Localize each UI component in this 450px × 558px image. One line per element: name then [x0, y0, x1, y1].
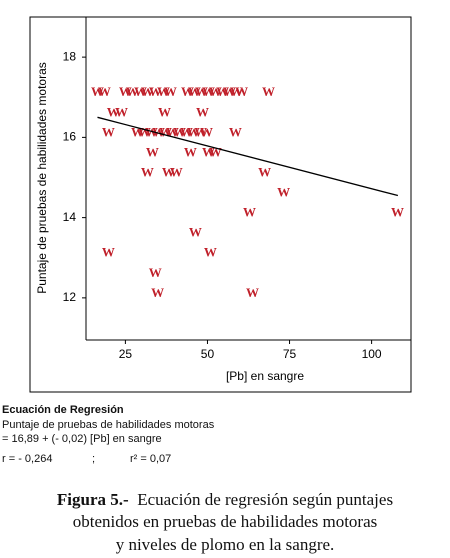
point: W — [258, 164, 271, 179]
point: W — [202, 144, 215, 159]
y-tick-label: 12 — [63, 290, 77, 304]
point: W — [162, 164, 175, 179]
point: W — [181, 84, 194, 99]
frame — [29, 16, 412, 393]
r-value: r = - 0,264 — [2, 453, 53, 465]
point: W — [204, 245, 217, 260]
point: W — [202, 84, 215, 99]
point: W — [134, 84, 147, 99]
point: W — [188, 84, 201, 99]
point: W — [158, 104, 171, 119]
y-tick-label: 16 — [63, 130, 77, 144]
x-tick-label: 50 — [201, 347, 215, 361]
point: W — [141, 164, 154, 179]
point: W — [107, 104, 120, 119]
point: W — [246, 285, 259, 300]
caption-label: Figura 5.- — [56, 490, 129, 509]
point: W — [189, 225, 202, 240]
point: W — [194, 124, 207, 139]
point: W — [195, 84, 208, 99]
point: W — [98, 84, 111, 99]
point: W — [209, 84, 222, 99]
point: W — [391, 205, 404, 220]
x-tick-label: 100 — [362, 347, 382, 361]
point: W — [229, 124, 242, 139]
point: W — [196, 104, 209, 119]
point: W — [126, 84, 139, 99]
point: W — [149, 265, 162, 280]
point: W — [216, 84, 229, 99]
regression-line — [97, 116, 399, 197]
r2-value: r² = 0,07 — [130, 453, 172, 465]
x-tick-label: 25 — [119, 347, 133, 361]
point: W — [262, 84, 275, 99]
point: W — [209, 144, 222, 159]
equation-line: = 16,89 + (- 0,02) [Pb] en sangre — [2, 433, 162, 445]
x-tick-label: 75 — [283, 347, 297, 361]
point: W — [102, 245, 115, 260]
point: W — [173, 124, 186, 139]
y-tick-label: 14 — [63, 210, 77, 224]
separator: ; — [92, 453, 96, 465]
point: W — [180, 124, 193, 139]
point: W — [151, 285, 164, 300]
point: W — [157, 84, 170, 99]
point: W — [223, 84, 236, 99]
caption-line: Figura 5.- Ecuación de regresión según p… — [0, 490, 450, 510]
point: W — [184, 144, 197, 159]
x-axis-title: [Pb] en sangre — [226, 369, 304, 383]
chart: [Pb] en sangre Puntaje de pruebas de hab… — [29, 16, 412, 393]
point: W — [164, 84, 177, 99]
caption-text: Ecuación de regresión según puntajes — [137, 490, 394, 509]
point: W — [91, 84, 104, 99]
point: W — [170, 164, 183, 179]
point: W — [146, 144, 159, 159]
equation-line: Puntaje de pruebas de habilidades motora… — [2, 419, 215, 431]
point: W — [235, 84, 248, 99]
y-axis-title: Puntaje de pruebas de habilidades motora… — [35, 62, 49, 294]
point: W — [102, 124, 115, 139]
point: W — [243, 205, 256, 220]
point: W — [152, 124, 165, 139]
point: W — [149, 84, 162, 99]
point: W — [187, 124, 200, 139]
point: W — [277, 185, 290, 200]
caption-line: obtenidos en pruebas de habilidades moto… — [72, 512, 378, 531]
point: W — [230, 84, 243, 99]
point: W — [115, 104, 128, 119]
y-tick-label: 18 — [63, 49, 77, 63]
point: W — [141, 84, 154, 99]
point: W — [200, 124, 213, 139]
caption-line: y niveles de plomo en la sangre. — [115, 535, 335, 554]
point: W — [119, 84, 132, 99]
equation-title: Ecuación de Regresión — [2, 404, 124, 416]
